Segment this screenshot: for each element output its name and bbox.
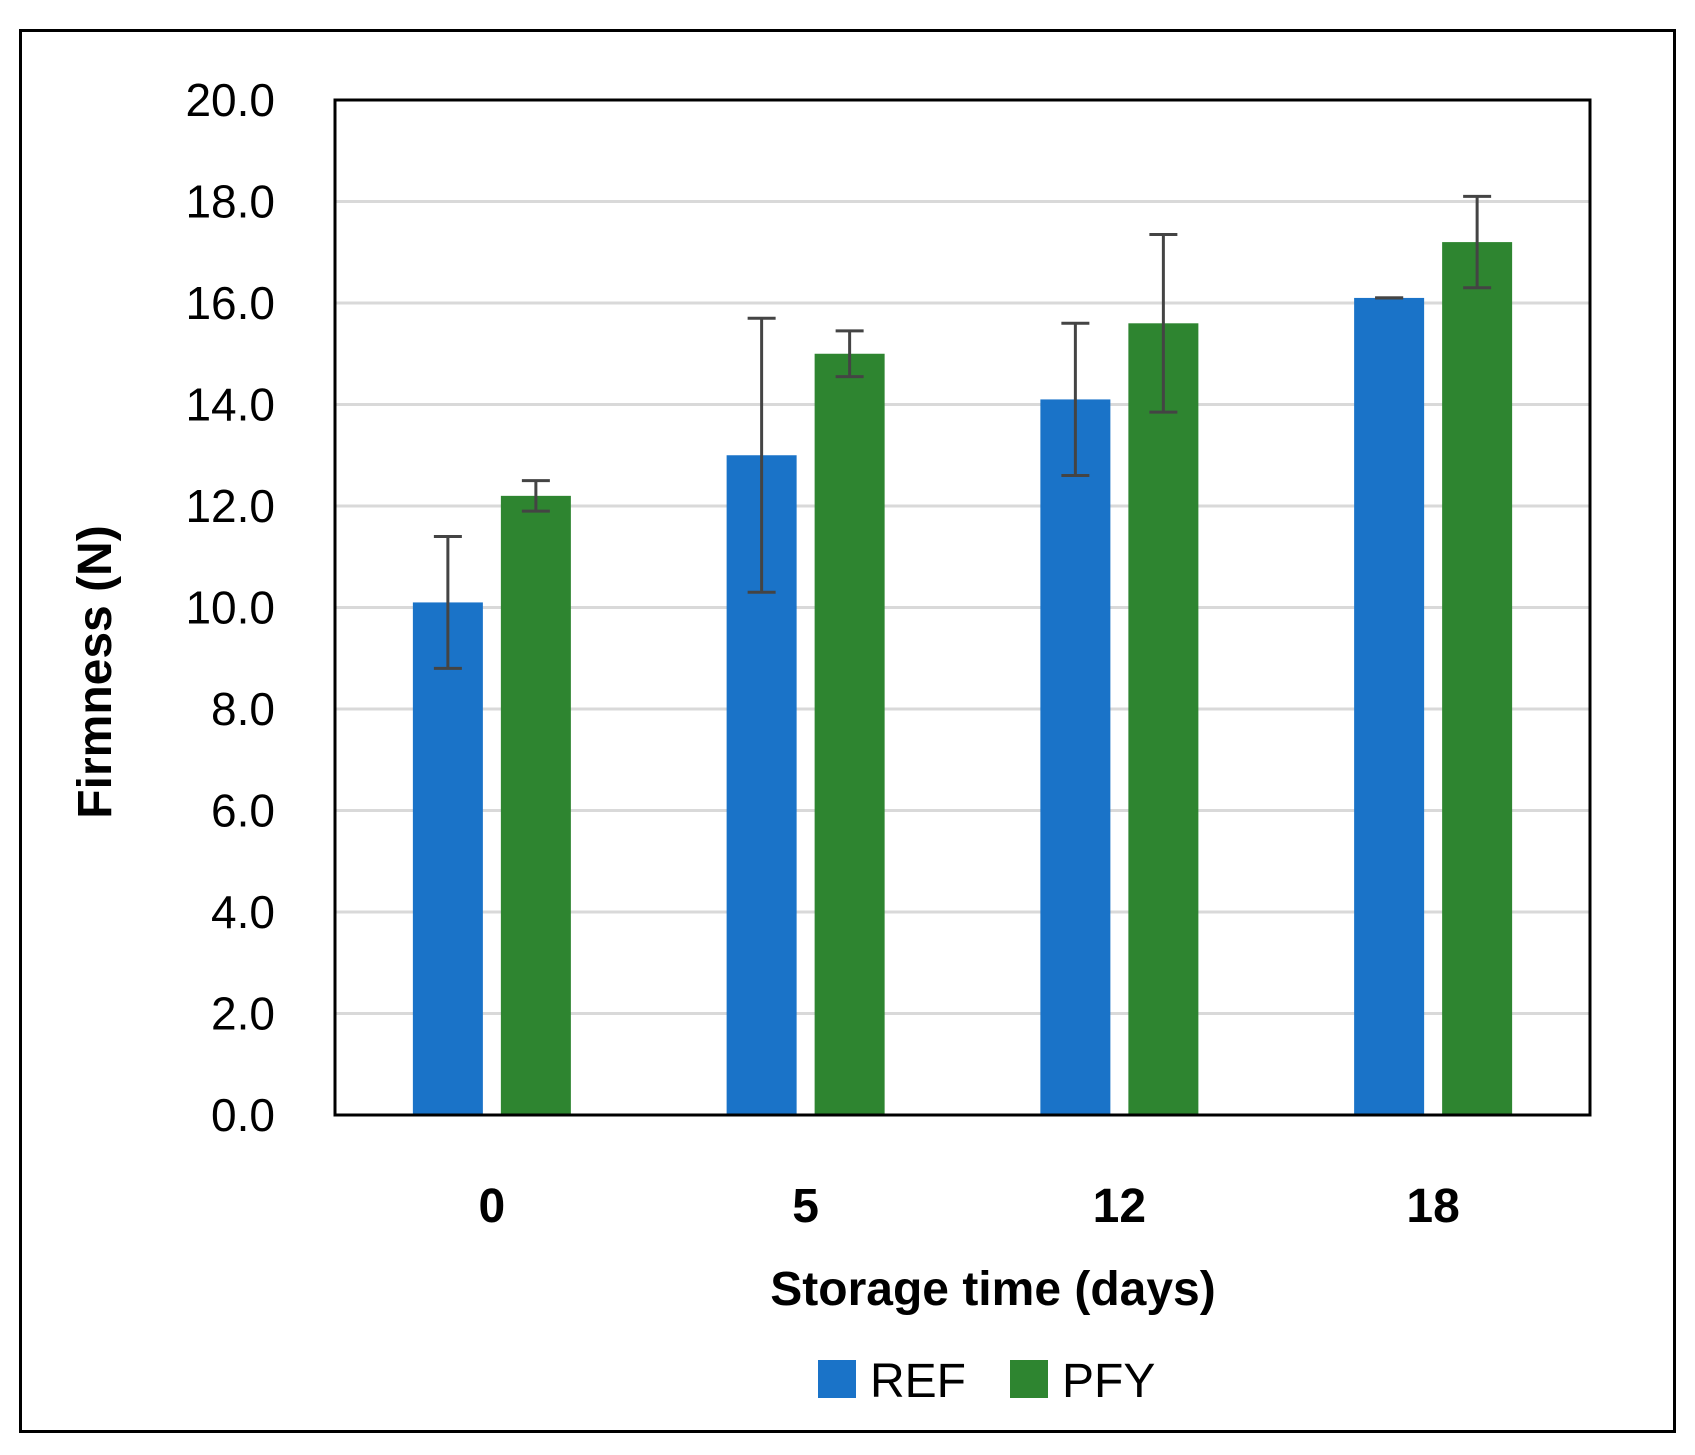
error-bar-ref-day-0 [433,534,462,670]
legend-swatch-pfy [1010,1360,1048,1398]
error-bar-pfy-day-18 [1463,194,1492,290]
x-tick-label: 5 [792,1180,819,1233]
legend-label-ref: REF [870,1355,966,1408]
y-tick-label: 16.0 [185,277,275,329]
y-tick-label: 4.0 [211,886,275,938]
bar-pfy-day-12 [1128,323,1199,1115]
y-tick-label: 14.0 [185,379,275,431]
y-axis-title: Firmness (N) [69,525,122,818]
bar-pfy-day-18 [1442,242,1513,1116]
error-bar-ref-day-5 [747,316,776,594]
legend-label-pfy: PFY [1062,1355,1155,1408]
bar-ref-day-18 [1354,297,1425,1115]
x-tick-label: 12 [1093,1180,1146,1233]
bar-ref-day-0 [412,602,483,1115]
error-bar-pfy-day-12 [1149,232,1178,414]
y-tick-label: 2.0 [211,988,275,1040]
error-bar-pfy-day-0 [521,479,550,513]
bars [412,242,1513,1116]
error-bars [433,194,1492,670]
plot-area-border [333,98,1592,1117]
bar-ref-day-12 [1040,399,1111,1115]
x-tick-label: 0 [479,1180,506,1233]
error-bar-pfy-day-5 [835,329,864,379]
y-tick-label: 6.0 [211,785,275,837]
y-tick-label: 12.0 [185,480,275,532]
legend-swatch-ref [818,1360,856,1398]
x-tick-label: 18 [1406,1180,1459,1233]
y-tick-label: 0.0 [211,1089,275,1141]
y-tick-label: 10.0 [185,582,275,634]
y-tick-labels: 0.0 2.0 4.0 6.0 8.0 10.0 12.0 14.0 16.0 18.0 20.0 [185,74,275,1141]
legend: REF PFY [818,1355,1155,1408]
x-tick-labels: 0 5 12 18 [479,1180,1460,1233]
y-tick-label: 18.0 [185,176,275,228]
error-bar-ref-day-12 [1061,321,1090,478]
y-tick-label: 20.0 [185,74,275,126]
x-axis-title: Storage time (days) [770,1263,1215,1316]
bar-pfy-day-0 [500,495,571,1116]
y-tick-label: 8.0 [211,683,275,735]
bar-pfy-day-5 [814,353,885,1115]
